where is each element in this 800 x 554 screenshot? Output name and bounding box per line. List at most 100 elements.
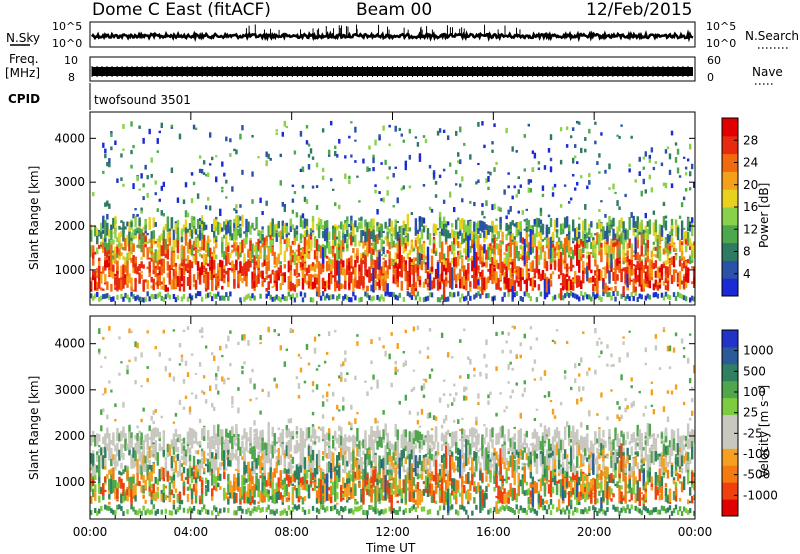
data-cell bbox=[247, 259, 250, 272]
data-cell bbox=[366, 292, 369, 298]
data-cell bbox=[521, 210, 524, 215]
data-cell bbox=[211, 458, 214, 469]
data-cell bbox=[211, 488, 214, 497]
data-cell bbox=[315, 291, 319, 297]
data-cell bbox=[682, 295, 686, 301]
data-cell bbox=[130, 285, 133, 291]
data-cell bbox=[152, 230, 155, 238]
data-cell bbox=[257, 478, 260, 491]
data-cell bbox=[182, 466, 186, 474]
data-cell bbox=[255, 275, 258, 287]
data-cell bbox=[261, 238, 264, 244]
data-cell bbox=[273, 488, 276, 493]
data-cell bbox=[555, 229, 559, 238]
data-cell bbox=[198, 445, 202, 448]
data-cell bbox=[136, 510, 139, 516]
data-cell bbox=[162, 296, 166, 302]
data-cell bbox=[374, 272, 377, 279]
data-cell bbox=[90, 436, 93, 446]
data-cell bbox=[410, 212, 414, 216]
data-cell bbox=[315, 277, 319, 285]
data-cell bbox=[188, 459, 192, 466]
data-cell bbox=[396, 231, 399, 238]
data-cell bbox=[215, 218, 218, 230]
data-cell bbox=[344, 269, 347, 276]
data-cell bbox=[267, 153, 270, 159]
data-cell bbox=[549, 157, 553, 162]
data-cell bbox=[192, 283, 196, 288]
data-cell bbox=[134, 356, 137, 362]
data-cell bbox=[299, 433, 303, 441]
power-cbar-swatch bbox=[722, 171, 738, 190]
data-cell bbox=[370, 227, 373, 233]
data-cell bbox=[481, 252, 484, 262]
data-cell bbox=[624, 267, 627, 271]
data-cell bbox=[311, 460, 315, 473]
data-cell bbox=[658, 249, 662, 262]
data-cell bbox=[626, 244, 629, 250]
power-cbar-ticklabel: 8 bbox=[743, 245, 751, 259]
data-cell bbox=[225, 454, 228, 461]
data-cell bbox=[120, 230, 123, 238]
data-cell bbox=[584, 233, 587, 242]
nsky-strip: N.Sky 10^5 10^0 10^5 10^0 N.Search bbox=[6, 20, 799, 50]
data-cell bbox=[338, 280, 341, 291]
data-cell bbox=[517, 221, 520, 230]
data-cell bbox=[491, 275, 494, 285]
data-cell bbox=[235, 423, 238, 437]
data-cell bbox=[211, 223, 214, 232]
data-cell bbox=[442, 259, 446, 265]
data-cell bbox=[307, 164, 311, 170]
data-cell bbox=[289, 270, 293, 283]
data-cell bbox=[176, 453, 180, 461]
data-cell bbox=[513, 244, 516, 270]
data-cell bbox=[92, 295, 95, 301]
data-cell bbox=[211, 352, 214, 356]
data-cell bbox=[620, 271, 623, 283]
data-cell bbox=[416, 142, 420, 147]
data-cell bbox=[267, 444, 270, 458]
data-cell bbox=[257, 458, 260, 466]
data-cell bbox=[438, 174, 442, 179]
data-cell bbox=[287, 492, 291, 502]
data-cell bbox=[267, 248, 270, 261]
data-cell bbox=[450, 258, 454, 264]
data-cell bbox=[229, 480, 232, 487]
data-cell bbox=[233, 510, 236, 516]
data-cell bbox=[229, 291, 232, 297]
data-cell bbox=[219, 223, 222, 233]
data-cell bbox=[303, 380, 307, 384]
data-cell bbox=[227, 221, 230, 234]
data-cell bbox=[108, 238, 111, 250]
data-cell bbox=[632, 264, 635, 266]
data-cell bbox=[523, 238, 526, 265]
data-cell bbox=[656, 272, 660, 279]
data-cell bbox=[217, 365, 220, 372]
data-cell bbox=[202, 222, 206, 231]
data-cell bbox=[477, 162, 480, 166]
data-cell bbox=[180, 463, 184, 468]
data-cell bbox=[259, 455, 262, 463]
data-cell bbox=[380, 294, 383, 300]
data-cell bbox=[317, 225, 321, 239]
data-cell bbox=[223, 221, 226, 231]
data-cell bbox=[517, 250, 520, 261]
data-cell bbox=[267, 421, 270, 427]
data-cell bbox=[354, 267, 357, 279]
data-cell bbox=[348, 175, 351, 179]
data-cell bbox=[156, 486, 159, 492]
data-cell bbox=[539, 225, 543, 236]
data-cell bbox=[277, 267, 280, 273]
data-cell bbox=[140, 464, 143, 476]
data-cell bbox=[134, 215, 137, 228]
data-cell bbox=[622, 221, 625, 233]
data-cell bbox=[519, 254, 522, 258]
data-cell bbox=[469, 221, 472, 234]
data-cell bbox=[166, 472, 170, 482]
data-cell bbox=[313, 347, 317, 354]
data-cell bbox=[555, 242, 559, 250]
data-cell bbox=[352, 230, 355, 236]
data-cell bbox=[561, 247, 565, 255]
data-cell bbox=[688, 221, 692, 227]
data-cell bbox=[608, 245, 611, 259]
